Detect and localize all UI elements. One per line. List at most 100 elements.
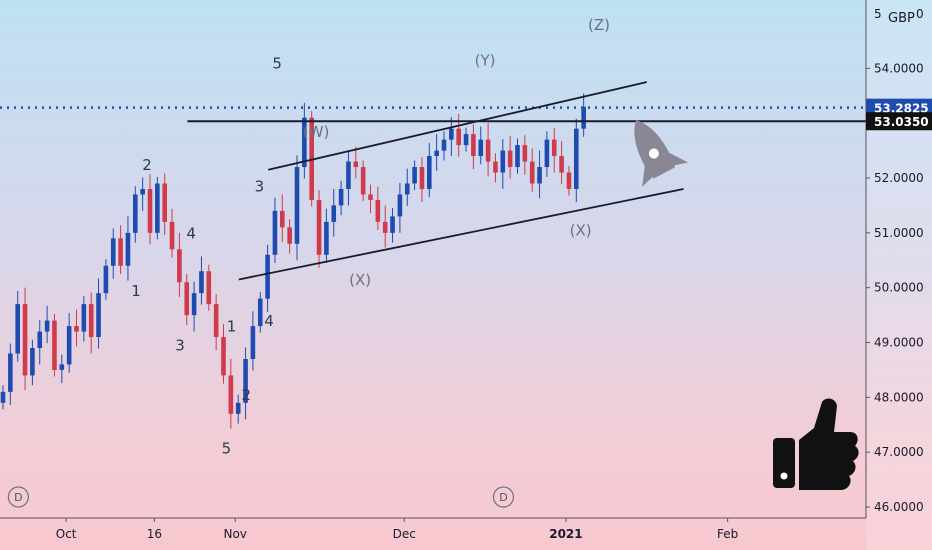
candle bbox=[463, 127, 469, 152]
candle-body bbox=[294, 167, 300, 244]
candle bbox=[213, 294, 219, 351]
candle bbox=[360, 160, 366, 202]
candle-body bbox=[566, 172, 572, 189]
candle-body bbox=[500, 150, 506, 173]
candle-body bbox=[463, 134, 469, 146]
wave-label: 5 bbox=[222, 439, 232, 457]
candle bbox=[485, 123, 491, 177]
candle bbox=[544, 131, 550, 177]
candle-body bbox=[88, 304, 94, 338]
wave-label: 4 bbox=[186, 224, 196, 242]
wave-label: 3 bbox=[175, 337, 185, 355]
candle-body bbox=[412, 167, 417, 184]
candle bbox=[96, 278, 101, 349]
candle bbox=[404, 168, 410, 206]
currency-suffix: 0 bbox=[916, 7, 924, 21]
candle bbox=[419, 157, 425, 203]
candle-body bbox=[66, 326, 72, 365]
candle bbox=[235, 394, 241, 424]
candle-body bbox=[133, 194, 138, 233]
dividend-badge-circle bbox=[492, 486, 515, 508]
wave-labels: 2 1 4 3 1 2 5 3 4 5 (W) (X) (Y) (X) (Z) bbox=[131, 16, 610, 457]
candle bbox=[133, 186, 138, 243]
candle bbox=[140, 177, 145, 211]
candle bbox=[368, 184, 373, 214]
candle bbox=[412, 160, 417, 191]
candle-body bbox=[206, 271, 212, 305]
candle bbox=[559, 141, 564, 185]
candle-body bbox=[125, 232, 131, 266]
candle bbox=[427, 142, 432, 198]
candle-body bbox=[257, 298, 263, 327]
candle bbox=[118, 225, 123, 274]
candle-body bbox=[515, 145, 520, 168]
candle bbox=[382, 205, 388, 248]
candle-body bbox=[191, 293, 197, 316]
candle-body bbox=[162, 183, 167, 222]
candle bbox=[529, 148, 535, 192]
candle-body bbox=[397, 194, 403, 217]
candle bbox=[177, 232, 182, 297]
wave-label: 1 bbox=[227, 318, 237, 336]
candle-body bbox=[427, 156, 432, 189]
candle bbox=[449, 117, 454, 157]
dividend-badge-label: D bbox=[499, 491, 507, 504]
wave-label: 2 bbox=[142, 156, 152, 174]
candle bbox=[22, 287, 28, 391]
candle bbox=[478, 126, 484, 165]
wave-label: 4 bbox=[264, 312, 274, 330]
candle-body bbox=[441, 139, 447, 151]
candle bbox=[74, 309, 79, 347]
wave-label: (X) bbox=[349, 271, 371, 289]
candle bbox=[59, 354, 65, 384]
candle bbox=[507, 135, 513, 179]
candle bbox=[390, 208, 395, 243]
candle-body bbox=[302, 117, 307, 168]
candle-body bbox=[544, 139, 550, 168]
y-tick-label: 46.0000 bbox=[874, 500, 924, 514]
candle bbox=[81, 295, 87, 342]
candle-body bbox=[30, 348, 35, 376]
candle-body bbox=[22, 304, 28, 376]
candle bbox=[162, 173, 167, 236]
candle bbox=[551, 128, 557, 173]
candle-body bbox=[507, 150, 513, 168]
candle-body bbox=[353, 161, 359, 168]
dividend-badge-circle bbox=[7, 486, 29, 508]
candle bbox=[44, 305, 50, 344]
candle-body bbox=[118, 238, 123, 266]
candle bbox=[375, 186, 381, 231]
rocket-icon bbox=[634, 119, 689, 187]
y-tick-label: 49.0000 bbox=[874, 336, 924, 350]
channel-upper-line bbox=[268, 81, 648, 171]
candle bbox=[353, 146, 359, 179]
candle bbox=[346, 150, 351, 206]
candle-body bbox=[155, 183, 160, 233]
candle-body bbox=[574, 128, 579, 189]
candle-body bbox=[37, 331, 43, 348]
candle bbox=[434, 134, 439, 171]
dividend-badge-label: D bbox=[14, 491, 22, 504]
candle-body bbox=[213, 304, 219, 338]
candle-body bbox=[272, 210, 278, 255]
x-tick-label: Oct bbox=[56, 527, 77, 541]
candle-body bbox=[338, 188, 344, 206]
candle bbox=[294, 155, 300, 261]
wave-label: 3 bbox=[255, 178, 265, 196]
candle-body bbox=[529, 161, 535, 184]
candle bbox=[331, 188, 337, 237]
candle bbox=[500, 139, 506, 189]
candle-body bbox=[449, 128, 454, 140]
candle bbox=[581, 93, 586, 137]
channel-lower-line bbox=[238, 188, 684, 281]
candle bbox=[515, 138, 520, 174]
wave-label: 5 bbox=[272, 54, 282, 72]
candle-body bbox=[103, 265, 109, 294]
candle bbox=[103, 259, 109, 300]
y-tick-label: 51.0000 bbox=[874, 226, 924, 240]
wave-label: (W) bbox=[303, 123, 330, 141]
trend-lines bbox=[0, 81, 866, 281]
candle-body bbox=[522, 145, 528, 162]
candle bbox=[110, 228, 116, 279]
